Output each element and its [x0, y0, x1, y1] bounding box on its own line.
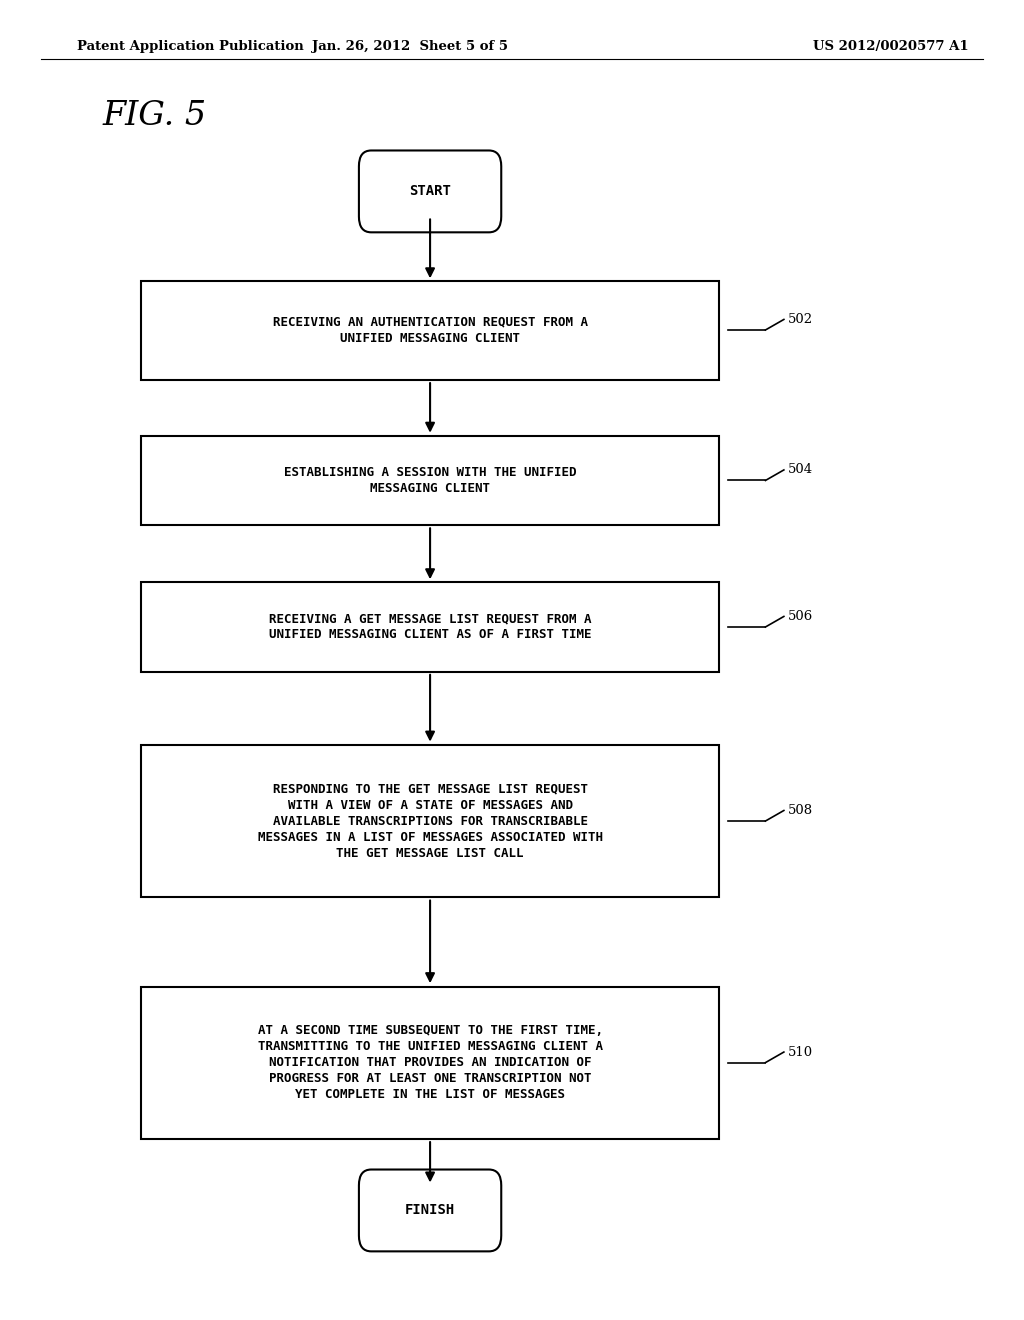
Text: ESTABLISHING A SESSION WITH THE UNIFIED
MESSAGING CLIENT: ESTABLISHING A SESSION WITH THE UNIFIED … — [284, 466, 577, 495]
Text: AT A SECOND TIME SUBSEQUENT TO THE FIRST TIME,
TRANSMITTING TO THE UNIFIED MESSA: AT A SECOND TIME SUBSEQUENT TO THE FIRST… — [258, 1024, 602, 1101]
FancyBboxPatch shape — [358, 150, 502, 232]
Bar — [141, 987, 719, 1138]
Text: Jan. 26, 2012  Sheet 5 of 5: Jan. 26, 2012 Sheet 5 of 5 — [311, 40, 508, 53]
Text: FIG. 5: FIG. 5 — [102, 100, 207, 132]
Text: RESPONDING TO THE GET MESSAGE LIST REQUEST
WITH A VIEW OF A STATE OF MESSAGES AN: RESPONDING TO THE GET MESSAGE LIST REQUE… — [258, 783, 602, 859]
Text: 506: 506 — [788, 610, 813, 623]
Text: Patent Application Publication: Patent Application Publication — [77, 40, 303, 53]
Text: RECEIVING AN AUTHENTICATION REQUEST FROM A
UNIFIED MESSAGING CLIENT: RECEIVING AN AUTHENTICATION REQUEST FROM… — [272, 315, 588, 345]
Bar — [141, 582, 719, 672]
FancyBboxPatch shape — [358, 1170, 502, 1251]
Text: 504: 504 — [788, 463, 813, 477]
Text: US 2012/0020577 A1: US 2012/0020577 A1 — [813, 40, 969, 53]
Bar — [141, 744, 719, 898]
Text: START: START — [410, 185, 451, 198]
Text: FINISH: FINISH — [404, 1204, 456, 1217]
Text: 502: 502 — [788, 313, 813, 326]
Text: RECEIVING A GET MESSAGE LIST REQUEST FROM A
UNIFIED MESSAGING CLIENT AS OF A FIR: RECEIVING A GET MESSAGE LIST REQUEST FRO… — [269, 612, 591, 642]
Bar — [141, 281, 719, 380]
Text: 508: 508 — [788, 804, 813, 817]
Bar — [141, 436, 719, 525]
Text: 510: 510 — [788, 1045, 813, 1059]
